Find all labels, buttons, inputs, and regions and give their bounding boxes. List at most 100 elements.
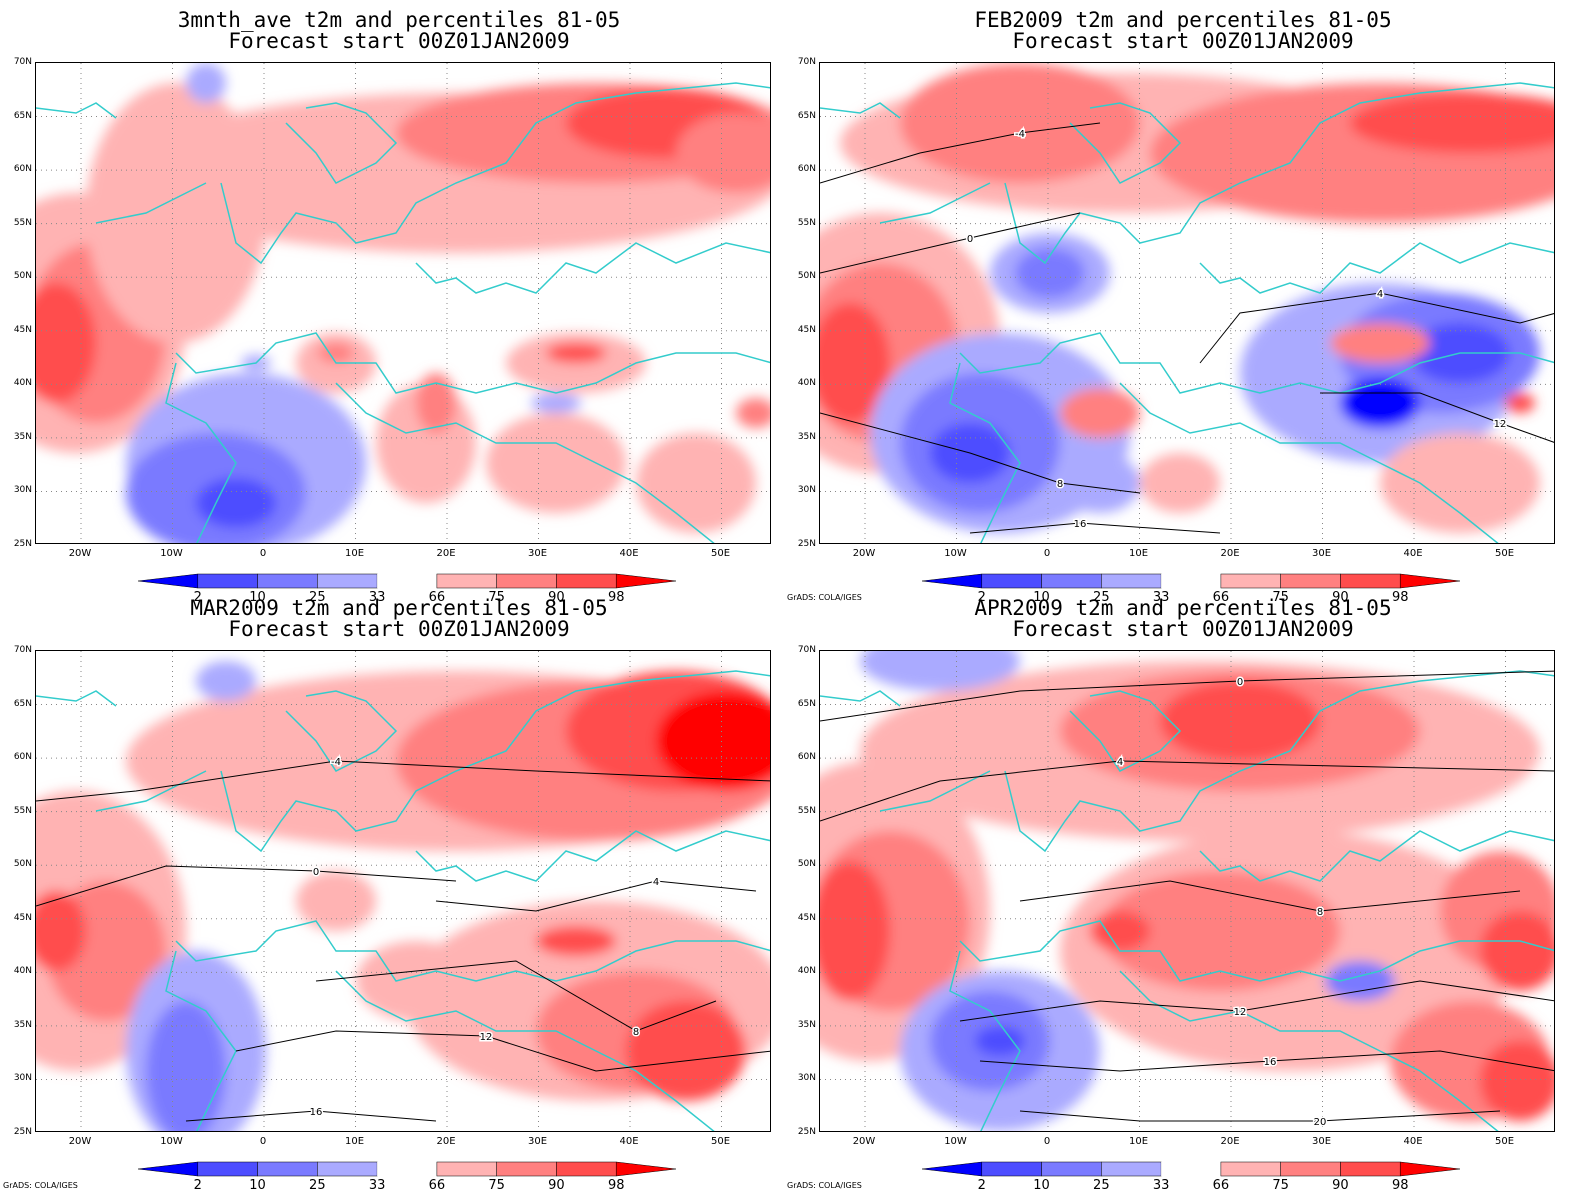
temperature-contours xyxy=(820,122,1554,534)
lon-label: 50E xyxy=(710,548,731,559)
shading-region xyxy=(1140,453,1220,513)
coastlines xyxy=(36,82,770,543)
colorbar-segment xyxy=(1280,573,1341,589)
lon-label: 20W xyxy=(852,1136,876,1147)
contour-line xyxy=(36,865,457,907)
colorbar-label: 10 xyxy=(249,1178,266,1193)
contour-label: -4 xyxy=(1015,129,1025,140)
lon-label: 10E xyxy=(1128,1136,1149,1147)
colorbar-label: 75 xyxy=(1272,590,1289,605)
contour-line xyxy=(820,212,1081,274)
colorbar-segment xyxy=(1340,1161,1401,1177)
lat-label: 60N xyxy=(797,164,816,175)
colorbar-segment xyxy=(197,573,258,589)
colorbar-label: 25 xyxy=(309,1178,326,1193)
shading-region xyxy=(486,413,626,513)
colorbar-label: 10 xyxy=(249,590,266,605)
coastline xyxy=(1199,242,1554,294)
shading-region xyxy=(820,303,890,423)
contour-label: 4 xyxy=(1377,289,1383,300)
shading-region xyxy=(1480,911,1554,991)
colorbar-label: 2 xyxy=(193,1178,202,1193)
coastline xyxy=(820,102,901,119)
lat-label: 65N xyxy=(13,110,32,121)
colorbar-label: 66 xyxy=(1212,1178,1230,1193)
lat-label: 35N xyxy=(13,431,32,442)
lat-label: 30N xyxy=(13,1073,32,1084)
contour-label: 8 xyxy=(1057,479,1063,490)
coastline xyxy=(335,382,715,543)
coastline xyxy=(285,102,398,184)
contour-line xyxy=(1019,1110,1501,1122)
panel-title: 3mnth_ave t2m and percentiles 81-05 xyxy=(177,8,621,32)
shading-region xyxy=(196,661,256,701)
contour-label: 12 xyxy=(1234,1007,1247,1018)
colorbar-label: 66 xyxy=(1212,590,1230,605)
colorbar-label: 98 xyxy=(607,590,625,605)
colorbar-label: 66 xyxy=(428,1178,446,1193)
lat-label: 55N xyxy=(13,805,32,816)
lat-label: 70N xyxy=(13,57,32,67)
coastline xyxy=(1119,382,1499,543)
map-canvas: -4 0 4 8 12 16 xyxy=(36,651,770,1131)
lon-label: 40E xyxy=(619,548,639,559)
colorbar-segment xyxy=(922,573,983,589)
colorbar-segment xyxy=(138,1161,199,1177)
colorbar-segment xyxy=(138,573,199,589)
lat-label: 50N xyxy=(797,859,816,870)
shading-region xyxy=(1090,911,1150,951)
lon-label: 30E xyxy=(1311,1136,1332,1147)
temperature-percentile-map xyxy=(35,62,771,544)
coastline xyxy=(959,920,1554,982)
shading-region xyxy=(1015,248,1085,298)
panel-apr2009: APR2009 t2m and percentiles 81-05 Foreca… xyxy=(784,588,1582,1193)
contour-line xyxy=(1019,880,1521,912)
colorbar-segment xyxy=(496,1161,557,1177)
coastlines xyxy=(820,82,1554,543)
colorbar-segment xyxy=(922,1161,983,1177)
colorbar-segment xyxy=(1041,1161,1102,1177)
lon-label: 0 xyxy=(259,1136,267,1147)
shading-region xyxy=(1060,453,1140,513)
percentile-shading xyxy=(36,661,770,1131)
shading-region xyxy=(1160,681,1320,761)
contour-label: 0 xyxy=(1237,677,1243,688)
temperature-contours xyxy=(820,670,1554,1122)
colorbar-label: 2 xyxy=(193,590,202,605)
lon-label: 20E xyxy=(1220,548,1240,559)
contour-line xyxy=(185,1110,437,1122)
contour-label: 0 xyxy=(313,867,319,878)
panel-subtitle: Forecast start 00Z01JAN2009 xyxy=(1012,617,1354,641)
lon-label: 50E xyxy=(1494,548,1515,559)
lon-label: 50E xyxy=(710,1136,731,1147)
colorbar-label: 33 xyxy=(1152,1178,1170,1193)
coastline xyxy=(220,670,770,853)
lat-label: 65N xyxy=(797,698,816,709)
lon-label: 30E xyxy=(527,548,548,559)
percentile-colorbar xyxy=(922,1161,1460,1177)
colorbar-label: 2 xyxy=(977,1178,986,1193)
colorbar-segment xyxy=(1220,573,1281,589)
lat-label: 40N xyxy=(13,966,32,977)
colorbar-segment xyxy=(615,573,676,589)
colorbar-label: 33 xyxy=(368,590,386,605)
colorbar-segment xyxy=(1399,1161,1460,1177)
lat-label: 30N xyxy=(13,485,32,496)
colorbar-label: 10 xyxy=(1033,590,1050,605)
contour-line xyxy=(820,670,1554,722)
contour-line xyxy=(820,760,1554,822)
colorbar-segment xyxy=(1161,1162,1221,1176)
coastline xyxy=(36,102,117,119)
colorbar-segment xyxy=(981,573,1042,589)
coastline xyxy=(415,242,770,294)
colorbar-segment xyxy=(197,1161,258,1177)
lat-label: 40N xyxy=(797,966,816,977)
panel-title: MAR2009 t2m and percentiles 81-05 xyxy=(190,596,608,620)
lat-label: 40N xyxy=(13,378,32,389)
grads-credit: GrADS: COLA/IGES xyxy=(3,1181,78,1190)
lon-label: 10W xyxy=(160,548,183,559)
contour-label: 8 xyxy=(633,1027,639,1038)
colorbar-label: 25 xyxy=(1093,1178,1110,1193)
colorbar-segment xyxy=(436,1161,497,1177)
lon-label: 0 xyxy=(1043,548,1051,559)
